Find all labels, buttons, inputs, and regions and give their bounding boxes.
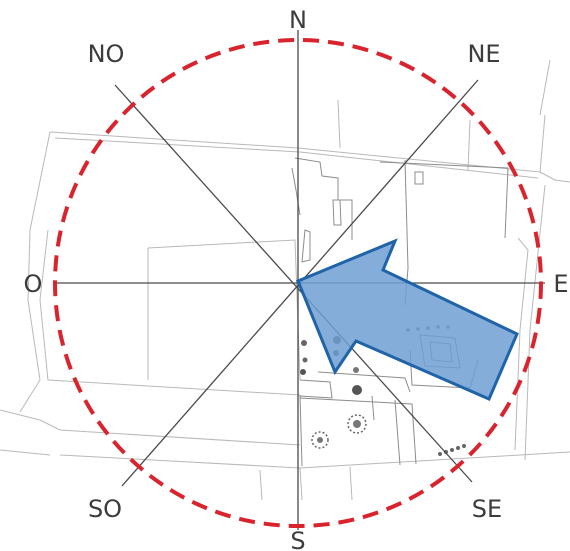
compass-label-southwest: SO xyxy=(88,495,122,523)
wind-direction-arrow-icon xyxy=(296,238,519,401)
compass-label-northwest: NO xyxy=(88,40,125,68)
compass-label-east: E xyxy=(553,270,568,298)
compass-label-north: N xyxy=(289,6,307,34)
compass-label-southeast: SE xyxy=(472,495,502,523)
boundary-circle xyxy=(53,38,543,528)
compass-label-west: O xyxy=(24,270,43,298)
compass-label-northeast: NE xyxy=(467,40,500,68)
axis-northwest-southeast xyxy=(114,84,473,483)
compass-label-south: S xyxy=(290,527,305,551)
